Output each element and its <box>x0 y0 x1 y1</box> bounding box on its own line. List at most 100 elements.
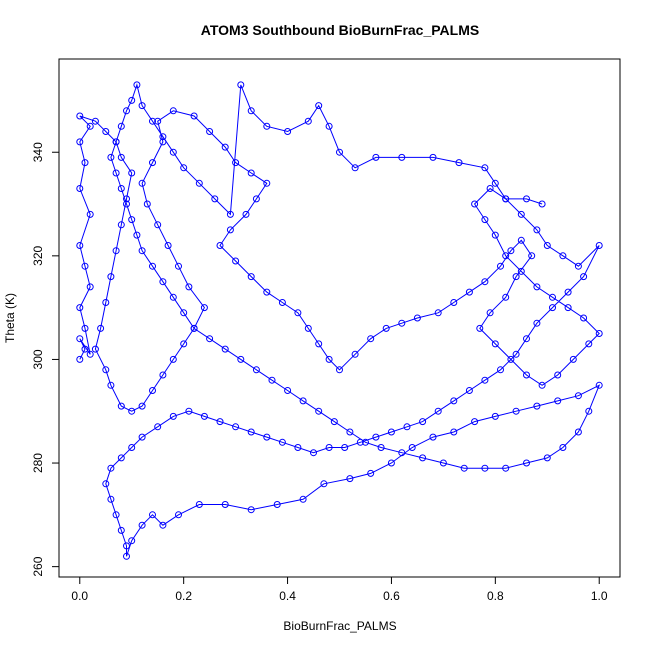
y-tick-label: 300 <box>31 349 45 369</box>
data-point <box>315 407 323 415</box>
data-point <box>595 381 603 389</box>
x-tick-label: 0.8 <box>487 589 504 603</box>
data-point <box>128 537 136 545</box>
data-point <box>574 262 582 270</box>
data-point <box>76 185 84 192</box>
data-point <box>543 242 551 249</box>
data-point <box>351 164 359 172</box>
data-point <box>273 501 281 508</box>
data-point <box>81 159 89 167</box>
data-point <box>185 407 193 415</box>
data-point <box>159 521 167 529</box>
data-point <box>507 355 515 363</box>
data-point <box>523 371 530 379</box>
data-point <box>185 283 193 291</box>
data-point <box>330 418 338 426</box>
data-point <box>252 366 260 374</box>
data-point <box>102 299 110 306</box>
data-point <box>123 200 130 208</box>
data-point <box>549 304 556 312</box>
data-point <box>543 454 551 462</box>
data-point <box>81 324 89 332</box>
data-point <box>159 278 167 286</box>
data-point <box>408 444 416 451</box>
data-point <box>569 355 577 363</box>
series-layer <box>76 81 603 560</box>
data-point <box>149 511 156 519</box>
data-point <box>128 216 136 224</box>
data-point <box>263 433 271 441</box>
data-point <box>123 542 130 550</box>
data-point <box>169 412 177 420</box>
data-point <box>86 350 94 358</box>
x-tick-label: 0.4 <box>279 589 296 603</box>
data-point <box>585 407 593 415</box>
data-point <box>247 428 255 436</box>
data-point <box>512 350 520 358</box>
data-point <box>502 252 510 260</box>
data-point <box>362 438 369 446</box>
data-point <box>419 454 427 462</box>
data-point <box>574 392 582 400</box>
data-point <box>86 210 94 218</box>
data-point <box>226 226 234 234</box>
data-point <box>107 464 115 472</box>
x-tick-label: 0.2 <box>175 589 192 603</box>
data-point <box>356 438 364 446</box>
data-point <box>528 252 536 260</box>
data-point <box>232 257 240 265</box>
data-point <box>559 444 567 451</box>
data-point <box>367 469 375 477</box>
data-point <box>107 381 115 389</box>
series-line <box>79 83 601 557</box>
data-point <box>585 340 593 348</box>
data-point <box>247 506 255 514</box>
data-point <box>497 262 504 270</box>
data-point <box>403 423 411 431</box>
data-point <box>523 335 530 343</box>
data-point <box>190 112 198 120</box>
data-point <box>450 299 458 306</box>
data-point <box>304 324 312 332</box>
data-point <box>159 371 167 379</box>
data-point <box>523 459 530 467</box>
data-point <box>154 423 162 431</box>
data-point <box>123 195 130 203</box>
data-point <box>315 102 323 110</box>
data-point <box>91 345 99 353</box>
data-point <box>549 293 556 301</box>
data-point <box>538 381 546 389</box>
data-point <box>595 242 603 249</box>
data-point <box>117 526 125 534</box>
data-point <box>512 407 520 415</box>
y-tick-label: 280 <box>31 453 45 473</box>
data-point <box>138 247 146 255</box>
data-point <box>232 159 240 167</box>
y-tick-label: 340 <box>31 142 45 162</box>
data-point <box>159 138 167 146</box>
data-point <box>481 278 489 286</box>
data-point <box>325 122 333 130</box>
data-point <box>149 159 156 167</box>
data-point <box>138 433 146 441</box>
data-point <box>175 511 182 519</box>
data-point <box>398 153 406 161</box>
x-tick-label: 1.0 <box>591 589 608 603</box>
data-point <box>517 210 525 218</box>
x-axis-label: BioBurnFrac_PALMS <box>283 619 396 633</box>
data-point <box>497 366 504 374</box>
data-point <box>133 81 141 89</box>
data-point <box>284 387 292 394</box>
data-point <box>533 283 541 291</box>
data-point <box>112 138 120 146</box>
data-point <box>117 185 125 192</box>
data-point <box>175 262 182 270</box>
data-point <box>226 210 234 218</box>
data-point <box>76 355 84 363</box>
data-point <box>502 195 510 203</box>
data-point <box>221 501 229 508</box>
data-point <box>491 412 499 420</box>
data-point <box>372 153 380 161</box>
data-point <box>76 304 84 312</box>
